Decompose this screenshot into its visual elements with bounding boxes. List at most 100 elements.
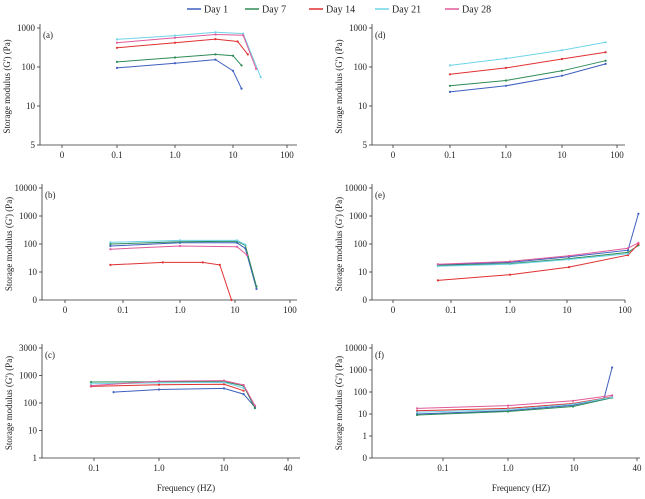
data-point-b-day-21 [109,241,112,244]
series-line-e-day-21 [437,253,629,267]
series-line-e-day-1 [437,213,639,266]
x-tick-label-e: 0 [391,305,396,315]
series-line-f-day-7 [417,397,613,416]
data-point-e-day-28 [626,247,630,250]
data-point-d-day-14 [448,73,452,76]
y-tick-label-d: 1000 [349,23,368,33]
data-point-d-day-14 [504,66,508,69]
data-point-a-day-1 [173,62,177,65]
data-point-b-day-1 [255,287,258,290]
panel-label-d: (d) [375,30,386,40]
data-point-f-day-21 [416,411,419,414]
data-point-c-day-7 [89,380,93,384]
panel-c: 3000 1000 100 10 1 0.1 1.0 10 40 (c) Storage modul… [4,343,300,493]
data-point-e-day-21 [626,252,630,255]
x-tick-label-a: 100 [280,150,294,160]
y-tick-label-e: 0 [363,295,368,305]
data-point-f-day-21 [506,408,510,411]
y-tick-label-d: 5 [363,140,368,150]
panel-label-f: (f) [375,350,384,360]
y-tick-label-d: 100 [354,62,368,72]
data-point-a-day-14 [214,38,217,41]
x-tick-label-f: 0.1 [437,463,448,473]
series-line-a-day-28 [116,33,257,69]
data-point-f-day-28 [611,394,614,397]
data-point-b-day-21 [244,243,247,246]
data-point-a-day-21 [173,34,177,37]
panel-label-a: (a) [43,30,53,40]
x-tick-label-f: 10 [570,463,580,473]
data-point-a-day-21 [115,38,119,41]
y-tick-label-e: 10 [358,267,368,277]
series-line-b-day-21 [110,239,246,246]
legend: Day 1 Day 7 Day 14 Day 21 Day 28 [187,5,491,16]
legend-label-day-7: Day 7 [262,5,286,16]
data-point-a-day-28 [242,34,245,37]
series-line-b-day-14 [110,261,232,301]
series-line-b-day-28 [110,245,248,256]
data-point-d-day-7 [448,84,452,87]
panel-d: 1000 100 10 5 0 0.1 1.0 10 100 (d) Storage modulus… [334,23,625,160]
x-tick-label-e: 10 [563,305,573,315]
y-tick-label-b: 1000 [19,211,38,221]
data-point-d-day-14 [560,57,564,61]
data-point-a-day-28 [255,67,258,70]
data-point-b-day-28 [245,254,249,257]
y-tick-label-f: 0 [363,453,368,463]
data-point-b-day-14 [218,263,221,266]
x-tick-label-c: 0.1 [88,463,99,473]
data-point-c-day-28 [89,384,93,387]
data-point-f-day-21 [571,403,575,406]
x-tick-label-b: 0 [63,305,68,315]
legend-label-day-21: Day 21 [392,5,421,16]
y-tick-label-d: 10 [358,101,368,111]
data-point-e-day-21 [567,258,571,261]
data-point-f-day-7 [506,410,510,413]
x-tick-label-e: 1.0 [504,305,516,315]
data-point-b-day-28 [109,248,112,251]
series-line-a-day-21 [116,31,262,78]
y-tick-label-a: 100 [22,62,36,72]
data-point-f-day-21 [611,396,614,399]
data-point-d-day-21 [448,64,452,67]
y-tick-label-f: 10000 [345,343,368,353]
panel-a: 1000 100 10 5 0 0.1 1.0 10 100 (a) Storage modulus… [2,23,297,160]
y-tick-label-b: 10 [28,267,38,277]
legend-label-day-1: Day 1 [204,5,228,16]
y-tick-label-b: 100 [24,239,38,249]
x-tick-label-f: 40 [633,463,643,473]
data-point-b-day-21 [235,239,239,242]
y-tick-label-f: 100 [354,387,368,397]
data-point-c-day-21 [242,386,245,390]
x-tick-label-e: 0.1 [445,305,456,315]
data-point-a-day-14 [173,41,177,44]
data-point-b-day-1 [109,244,112,248]
data-point-a-day-28 [115,41,119,44]
y-tick-label-f: 10 [358,409,368,419]
data-point-a-day-7 [240,64,243,67]
data-point-d-day-1 [560,74,564,77]
data-point-c-day-1 [242,393,245,396]
y-axis-title-e: Storage modulus (G') (Pa) [334,197,344,291]
x-tick-label-d: 0.1 [444,150,455,160]
y-tick-label-a: 10 [26,101,36,111]
data-point-a-day-1 [240,87,243,90]
data-point-b-day-28 [178,244,182,248]
data-point-f-day-7 [571,405,575,408]
series-line-d-day-14 [449,51,606,75]
x-tick-label-a: 0.1 [111,150,122,160]
x-tick-label-c: 1.0 [153,463,165,473]
y-tick-label-c: 10 [28,426,38,436]
data-point-d-day-1 [448,90,452,93]
data-point-a-day-14 [115,46,119,49]
data-point-a-day-1 [214,58,217,61]
data-point-a-day-1 [115,66,119,69]
x-axis-title-f: Frequency (HZ) [492,483,550,493]
data-point-a-day-28 [173,36,177,39]
panel-label-b: (b) [45,190,56,200]
data-point-c-day-1 [222,387,226,390]
data-point-d-day-21 [504,57,508,60]
x-tick-label-c: 10 [220,463,230,473]
x-tick-label-d: 10 [558,150,568,160]
